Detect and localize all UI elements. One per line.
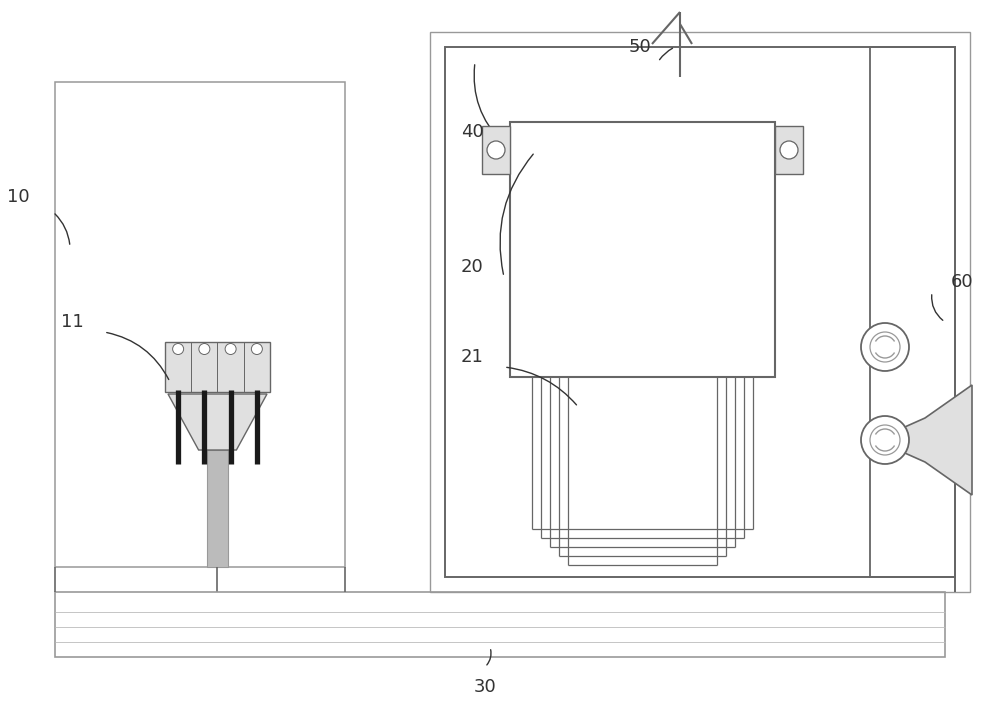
Bar: [870, 47, 955, 577]
Bar: [430, 32, 970, 592]
Circle shape: [861, 323, 909, 371]
Circle shape: [251, 343, 262, 355]
Circle shape: [861, 416, 909, 464]
Text: 30: 30: [474, 678, 496, 696]
Bar: [55, 592, 945, 657]
Circle shape: [487, 141, 505, 159]
Text: 10: 10: [7, 188, 29, 206]
Polygon shape: [168, 394, 267, 450]
Text: 40: 40: [461, 123, 483, 141]
Bar: [510, 122, 775, 377]
Bar: [55, 82, 345, 567]
Text: 20: 20: [461, 258, 483, 276]
Circle shape: [225, 343, 236, 355]
Text: 60: 60: [951, 273, 973, 291]
Bar: [165, 342, 270, 392]
Circle shape: [199, 343, 210, 355]
Bar: [445, 47, 955, 577]
Circle shape: [780, 141, 798, 159]
Bar: [207, 450, 228, 567]
Bar: [775, 126, 803, 174]
Text: 11: 11: [61, 313, 83, 331]
Text: 50: 50: [629, 38, 651, 56]
Polygon shape: [898, 385, 972, 495]
Circle shape: [173, 343, 184, 355]
Bar: [482, 126, 510, 174]
Text: 21: 21: [461, 348, 483, 366]
